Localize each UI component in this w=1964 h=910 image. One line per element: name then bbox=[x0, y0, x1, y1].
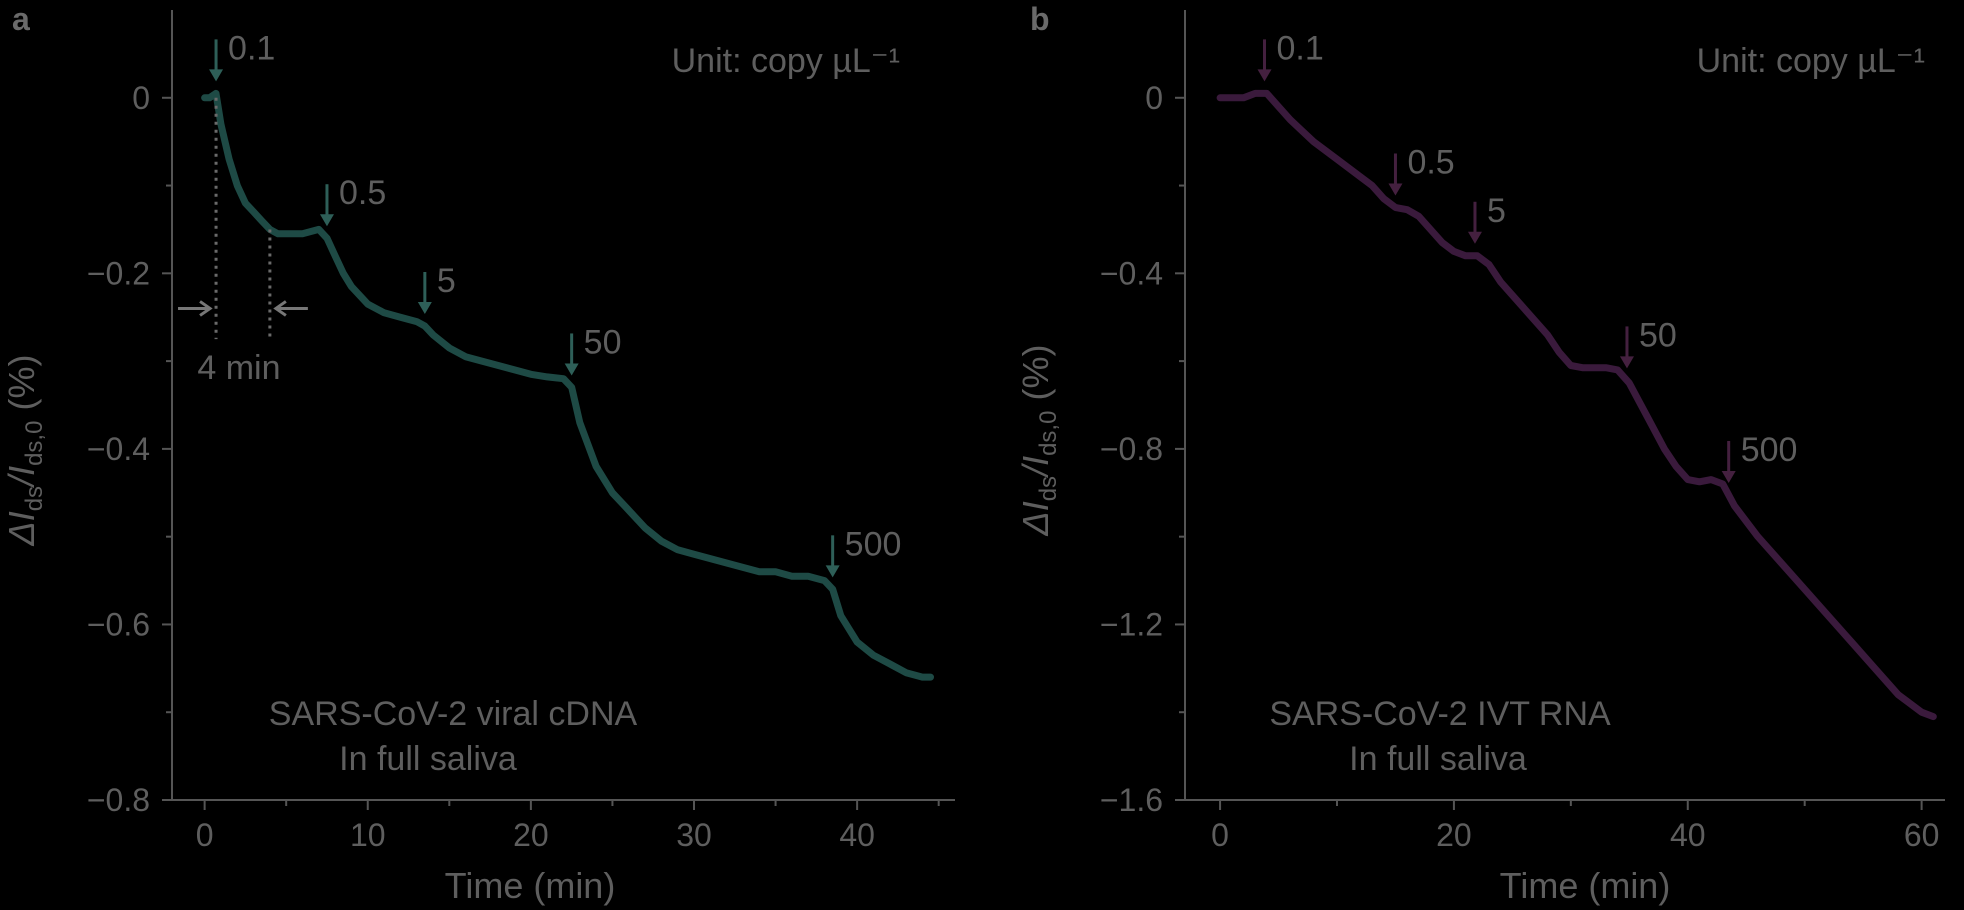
panel-b-addition-label: 500 bbox=[1741, 431, 1798, 469]
panel-b-addition-label: 50 bbox=[1639, 316, 1677, 354]
panel-a-addition-label: 50 bbox=[584, 323, 622, 361]
panel-a-y-tick-label: 0 bbox=[132, 80, 150, 116]
panel-b-sample-line-2: In full saliva bbox=[1349, 740, 1527, 778]
panel-a-interval-label: 4 min bbox=[197, 349, 280, 387]
panel-a: a Unit: copy µL⁻¹ Time (min) ΔIds/Ids,0 … bbox=[1, 1, 955, 906]
panel-b-addition-label: 5 bbox=[1487, 192, 1506, 230]
panel-b-x-tick-label: 0 bbox=[1211, 817, 1229, 853]
panel-a-addition-arrowhead bbox=[564, 363, 579, 376]
panel-a-y-tick-label: −0.6 bbox=[87, 606, 150, 642]
panel-b-x-axis-title: Time (min) bbox=[1500, 865, 1671, 906]
panel-b-addition-label: 0.5 bbox=[1407, 144, 1454, 182]
panel-a-y-tick-label: −0.2 bbox=[87, 255, 150, 291]
panel-b-addition-arrowhead bbox=[1619, 356, 1634, 369]
panel-b-label: b bbox=[1030, 1, 1050, 37]
panel-a-addition-label: 0.1 bbox=[228, 29, 275, 67]
panel-a-addition-arrowhead bbox=[209, 69, 224, 82]
panel-a-interval-arrowhead-left bbox=[199, 300, 213, 317]
panel-b-addition-arrowhead bbox=[1467, 231, 1482, 244]
panel-b-addition-label: 0.1 bbox=[1277, 29, 1324, 67]
panel-b-addition-arrowhead bbox=[1721, 470, 1736, 483]
panel-b-addition-arrowhead bbox=[1388, 183, 1403, 196]
panel-a-interval-arrowhead-right bbox=[273, 300, 287, 317]
panel-b-y-tick-label: 0 bbox=[1145, 80, 1163, 116]
panel-b-x-tick-label: 40 bbox=[1670, 817, 1706, 853]
panel-a-plot-area: 0 10 20 30 40 0 −0.2 −0.4 −0.6 −0.8 0.1 0.5 5 50 500 4 … bbox=[87, 10, 955, 853]
panel-a-addition-arrowhead bbox=[417, 302, 432, 314]
panel-a-addition-label: 500 bbox=[845, 525, 902, 563]
panel-a-x-tick-label: 40 bbox=[839, 817, 875, 853]
panel-a-y-tick-label: −0.8 bbox=[87, 782, 150, 818]
panel-b-y-tick-label: −1.6 bbox=[1100, 782, 1163, 818]
panel-a-addition-arrowhead bbox=[825, 565, 840, 578]
panel-a-x-axis-title: Time (min) bbox=[445, 865, 616, 906]
panel-b-sample-line-1: SARS-CoV-2 IVT RNA bbox=[1269, 695, 1611, 733]
panel-b-plot-area: 0 20 40 60 0 −0.4 −0.8 −1.2 −1.6 0.1 0.5 5 50 500 bbox=[1100, 10, 1945, 853]
panel-b-y-tick-label: −0.8 bbox=[1100, 431, 1163, 467]
panel-b-x-tick-label: 60 bbox=[1904, 817, 1940, 853]
panel-b-unit-label: Unit: copy µL⁻¹ bbox=[1697, 42, 1925, 80]
panel-b-x-tick-label: 20 bbox=[1436, 817, 1472, 853]
panel-a-x-tick-label: 20 bbox=[513, 817, 549, 853]
panel-b: b Unit: copy µL⁻¹ Time (min) ΔIds/Ids,0 … bbox=[1015, 1, 1945, 906]
panel-a-y-tick-label: −0.4 bbox=[87, 431, 150, 467]
panel-a-addition-label: 5 bbox=[437, 262, 456, 300]
panel-b-y-tick-label: −0.4 bbox=[1100, 255, 1163, 291]
panel-b-series-line bbox=[1216, 89, 1937, 721]
panel-a-label: a bbox=[12, 1, 30, 37]
panel-a-unit-label: Unit: copy µL⁻¹ bbox=[672, 42, 900, 80]
panel-a-sample-line-2: In full saliva bbox=[339, 740, 517, 778]
panel-a-addition-label: 0.5 bbox=[339, 174, 386, 212]
panel-a-x-tick-label: 0 bbox=[196, 817, 214, 853]
panel-a-sample-line-1: SARS-CoV-2 viral cDNA bbox=[269, 695, 638, 733]
panel-b-y-tick-label: −1.2 bbox=[1100, 606, 1163, 642]
panel-b-addition-arrowhead bbox=[1257, 69, 1272, 82]
panel-a-addition-arrowhead bbox=[319, 214, 334, 227]
panel-a-x-tick-label: 10 bbox=[350, 817, 386, 853]
panel-a-series-line bbox=[201, 89, 934, 681]
panel-a-x-tick-label: 30 bbox=[676, 817, 712, 853]
panel-b-y-axis-title: ΔIds/Ids,0 (%) bbox=[1015, 345, 1062, 537]
panel-a-y-axis-title: ΔIds/Ids,0 (%) bbox=[1, 355, 48, 547]
